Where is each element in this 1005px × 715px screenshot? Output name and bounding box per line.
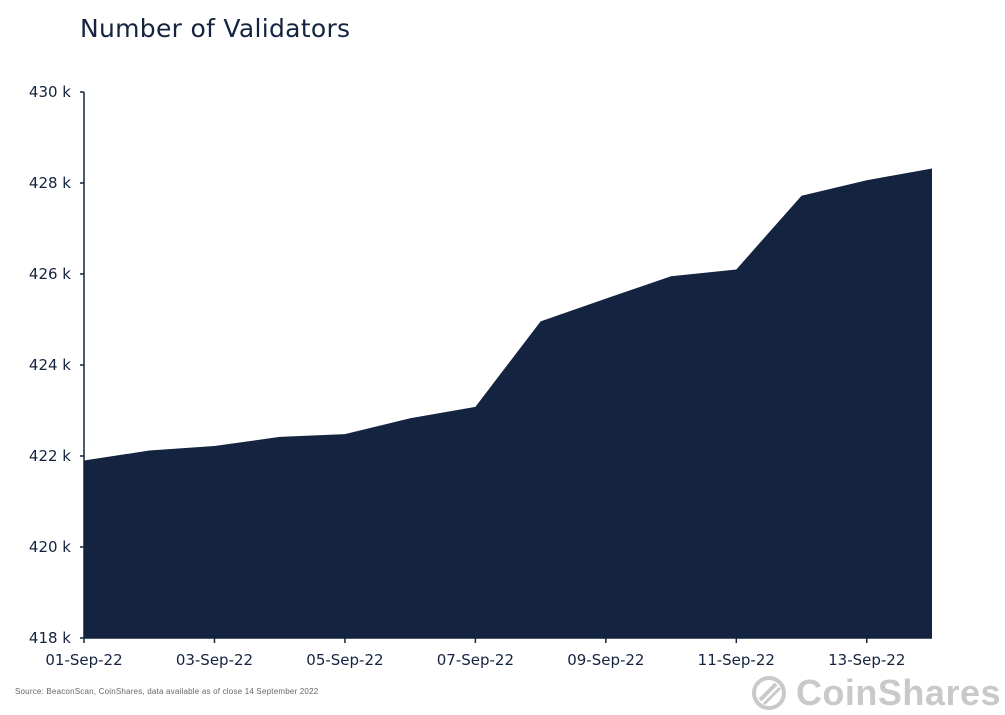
y-tick-label: 424 k [29,356,71,374]
y-tick-label: 426 k [29,265,71,283]
chart-title: Number of Validators [80,14,351,43]
brand-name: CoinShares [795,672,1001,713]
coinshares-logo-icon [751,676,786,710]
validators-area [84,168,932,638]
source-note: Source: BeaconScan, CoinShares, data ava… [15,687,319,696]
x-tick-label: 01-Sep-22 [45,651,122,669]
x-tick-label: 05-Sep-22 [306,651,383,669]
y-tick-label: 418 k [29,629,71,647]
y-tick-label: 420 k [29,538,71,556]
x-tick-label: 09-Sep-22 [567,651,644,669]
y-tick-label: 422 k [29,447,71,465]
y-tick-label: 428 k [29,174,71,192]
y-tick-label: 430 k [29,83,71,101]
x-tick-label: 07-Sep-22 [437,651,514,669]
brand-logo: CoinShares [750,672,1001,714]
x-tick-label: 03-Sep-22 [176,651,253,669]
x-tick-label: 13-Sep-22 [828,651,905,669]
x-tick-label: 11-Sep-22 [698,651,775,669]
